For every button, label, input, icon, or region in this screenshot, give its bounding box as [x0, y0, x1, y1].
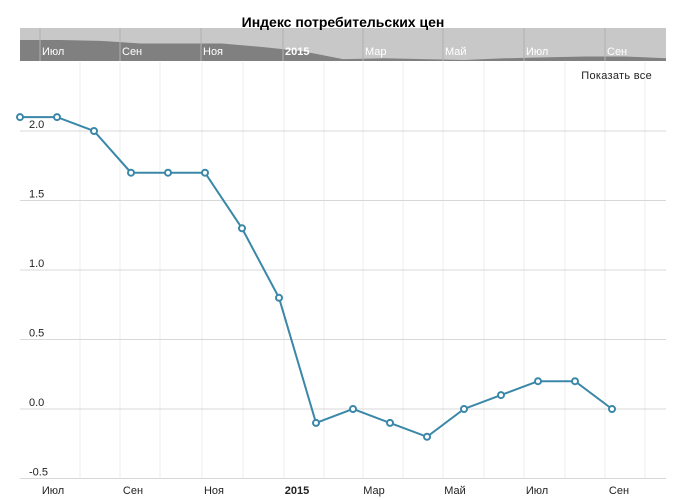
data-point[interactable]: [275, 293, 283, 302]
y-tick-label: 0.0: [29, 397, 44, 409]
navigator-area: [20, 40, 666, 61]
x-tick-label: Июл: [42, 485, 64, 497]
data-point[interactable]: [312, 418, 320, 427]
data-point[interactable]: [238, 224, 246, 233]
navigator-label: Сен: [607, 46, 627, 58]
horizontal-gridlines: [20, 130, 666, 479]
navigator-label: Июл: [42, 46, 64, 58]
data-point[interactable]: [460, 405, 468, 413]
data-point[interactable]: [16, 113, 24, 122]
data-point[interactable]: [53, 113, 61, 122]
navigator-label: Сен: [122, 46, 142, 58]
data-point[interactable]: [571, 377, 579, 386]
data-point[interactable]: [349, 405, 357, 413]
x-tick-label: Сен: [609, 485, 629, 497]
data-point[interactable]: [201, 168, 209, 177]
data-point[interactable]: [423, 432, 431, 441]
y-axis-ticks: -0.5 0.0 0.5 1.0 1.5 2.0: [29, 119, 48, 479]
y-tick-label: 0.5: [29, 328, 44, 340]
show-all-button[interactable]: Показать все: [581, 70, 652, 82]
x-axis-ticks: Июл Сен Ноя 2015 Мар Май Июл Сен: [42, 485, 629, 497]
chart-title: Индекс потребительских цен: [242, 14, 445, 30]
data-point[interactable]: [534, 377, 542, 386]
data-point[interactable]: [90, 127, 98, 135]
x-tick-label: Сен: [123, 485, 143, 497]
y-tick-label: 1.0: [29, 258, 44, 270]
data-point[interactable]: [164, 168, 172, 177]
navigator-label: Ноя: [203, 46, 223, 58]
series-line: [20, 116, 613, 438]
x-tick-label: Май: [444, 485, 466, 497]
y-tick-label: 2.0: [29, 119, 44, 131]
y-tick-label: 1.5: [29, 189, 44, 201]
x-tick-label: Ноя: [204, 485, 224, 497]
x-tick-label: 2015: [285, 485, 309, 497]
y-tick-label: -0.5: [29, 467, 48, 479]
navigator-label: Май: [445, 46, 467, 58]
navigator[interactable]: Июл Сен Ноя 2015 Мар Май Июл Сен: [20, 28, 666, 61]
navigator-label: 2015: [285, 46, 309, 58]
x-tick-label: Мар: [363, 485, 385, 497]
x-tick-label: Июл: [526, 485, 548, 497]
data-point[interactable]: [386, 418, 394, 427]
data-point[interactable]: [127, 168, 135, 177]
series-points: [16, 113, 616, 441]
data-point[interactable]: [608, 405, 616, 413]
navigator-label: Июл: [526, 46, 548, 58]
data-point[interactable]: [497, 391, 505, 400]
navigator-label: Мар: [365, 46, 387, 58]
